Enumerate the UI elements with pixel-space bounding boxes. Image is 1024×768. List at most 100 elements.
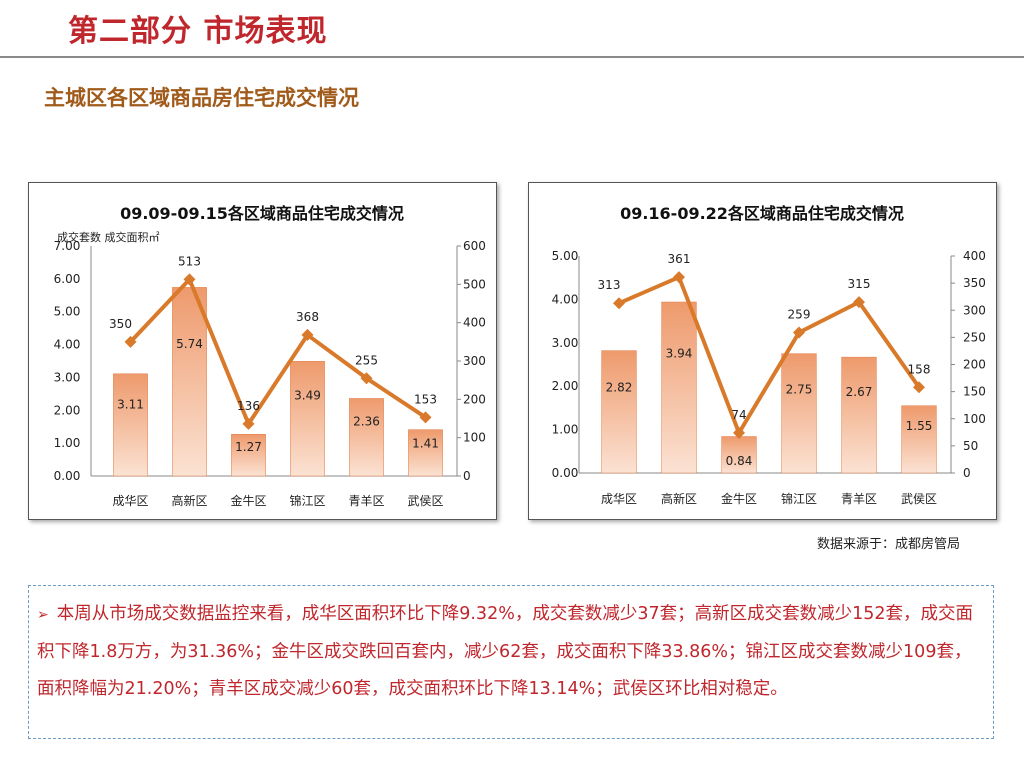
left-axis-tick-label: 2.00 <box>54 403 81 417</box>
right-axis-tick-label: 0 <box>963 466 971 480</box>
bar-value-label: 1.41 <box>412 437 439 451</box>
left-axis-tick-label: 3.00 <box>552 336 579 350</box>
bar-value-label: 5.74 <box>176 337 203 351</box>
category-label: 武侯区 <box>407 494 443 508</box>
bar-青羊区 <box>349 398 384 477</box>
line-point-成华区 <box>613 297 625 310</box>
bar-value-label: 0.84 <box>726 454 753 468</box>
line-value-label: 136 <box>237 399 260 413</box>
chart-panel-week-1: 09.09-09.15各区域商品住宅成交情况 成交套数 成交面积㎡ 7.00 6.00… <box>28 182 497 520</box>
bar-value-label: 3.94 <box>666 346 693 360</box>
left-axis-tick-label: 5.00 <box>552 249 579 263</box>
right-axis-tick-label: 400 <box>963 249 986 263</box>
bar-武侯区 <box>408 429 443 477</box>
line-point-锦江区 <box>301 328 314 341</box>
category-label: 金牛区 <box>721 491 757 506</box>
bar-value-label: 1.55 <box>906 419 933 433</box>
category-label: 成华区 <box>601 492 637 506</box>
line-value-label: 315 <box>848 277 871 291</box>
right-axis-tick-label: 600 <box>463 239 486 253</box>
category-label: 金牛区 <box>230 493 266 508</box>
line-series <box>618 275 921 435</box>
chart-title: 09.16-09.22各区域商品住宅成交情况 <box>620 204 904 223</box>
left-axis-tick-label: 3.00 <box>54 370 81 384</box>
line-value-label: 158 <box>908 362 931 376</box>
line-point-金牛区 <box>733 426 745 439</box>
left-axis-tick-label: 4.00 <box>54 338 81 352</box>
data-source-note: 数据来源于：成都房管局 <box>817 537 961 552</box>
summary-paragraph: ➢ 本周从市场成交数据监控来看，成华区面积环比下降9.32%，成交套数减少37套；… <box>37 596 985 708</box>
section-subtitle: 主城区各区域商品房住宅成交情况 <box>44 86 359 110</box>
header-divider <box>0 56 1024 58</box>
line-value-label: 313 <box>598 278 621 292</box>
bar-value-label: 3.49 <box>294 389 321 403</box>
line-value-label: 153 <box>414 392 437 406</box>
bar-金牛区 <box>231 434 266 477</box>
line-value-label: 513 <box>178 254 201 268</box>
right-axis-tick-label: 100 <box>963 412 986 426</box>
left-axis-tick-label: 5.00 <box>54 305 81 319</box>
left-axis-tick-label: 0.00 <box>54 469 81 483</box>
bar-value-label: 2.36 <box>353 415 380 429</box>
left-axis-tick-label: 1.00 <box>54 436 81 450</box>
summary-text: 本周从市场成交数据监控来看，成华区面积环比下降9.32%，成交套数减少37套；高… <box>37 604 973 699</box>
line-point-高新区 <box>183 273 196 286</box>
chart-title: 09.09-09.15各区域商品住宅成交情况 <box>120 204 404 223</box>
category-label: 青羊区 <box>841 491 877 506</box>
bar-value-label: 2.82 <box>606 380 633 394</box>
bar-青羊区 <box>841 356 877 474</box>
bar-锦江区 <box>290 361 325 477</box>
chart-panel-week-2: 09.16-09.22各区域商品住宅成交情况 5.00 4.00 3.00 2.00 1.… <box>528 182 997 520</box>
category-label: 武侯区 <box>901 492 937 506</box>
line-value-label: 74 <box>731 408 746 422</box>
right-axis-tick-label: 100 <box>463 431 486 445</box>
left-axis-tick-label: 7.00 <box>54 239 81 253</box>
category-label: 锦江区 <box>289 494 325 508</box>
category-label: 高新区 <box>171 493 207 508</box>
line-point-武侯区 <box>419 411 432 424</box>
line-point-成华区 <box>124 335 137 348</box>
right-axis-tick-label: 250 <box>963 330 986 344</box>
left-axis-tick-label: 1.00 <box>552 423 579 437</box>
bar-成华区 <box>601 350 637 474</box>
page-title: 第二部分 市场表现 <box>68 14 328 49</box>
bar-高新区 <box>661 301 697 474</box>
line-point-青羊区 <box>853 296 865 309</box>
line-point-高新区 <box>673 271 685 284</box>
right-axis-tick-label: 300 <box>463 354 486 368</box>
category-label: 高新区 <box>661 491 697 506</box>
line-value-label: 368 <box>296 310 319 324</box>
bar-锦江区 <box>781 353 817 474</box>
bar-value-label: 2.75 <box>786 382 813 396</box>
line-series <box>129 277 427 426</box>
bar-value-label: 3.11 <box>117 397 144 411</box>
bar-武侯区 <box>901 405 937 474</box>
right-axis-tick-label: 50 <box>963 439 978 453</box>
bar-value-label: 1.27 <box>235 440 262 454</box>
right-axis-tick-label: 500 <box>463 277 486 291</box>
left-axis-tick-label: 0.00 <box>552 466 579 480</box>
line-point-武侯区 <box>913 381 925 394</box>
category-label: 成华区 <box>112 494 148 508</box>
right-axis-tick-label: 300 <box>963 303 986 317</box>
left-axis-tick-label: 6.00 <box>54 272 81 286</box>
line-value-label: 255 <box>355 353 378 367</box>
category-label: 青羊区 <box>348 493 384 508</box>
category-label: 锦江区 <box>781 492 817 506</box>
left-axis-tick-label: 2.00 <box>552 379 579 393</box>
line-value-label: 259 <box>788 307 811 321</box>
summary-box: ➢ 本周从市场成交数据监控来看，成华区面积环比下降9.32%，成交套数减少37套；… <box>28 585 994 739</box>
right-axis-tick-label: 150 <box>963 385 986 399</box>
line-value-label: 361 <box>668 252 691 266</box>
bar-金牛区 <box>721 436 757 474</box>
bullet-arrow-icon: ➢ <box>37 607 49 623</box>
right-axis-tick-label: 400 <box>463 316 486 330</box>
line-point-金牛区 <box>242 417 255 430</box>
line-point-青羊区 <box>360 372 373 385</box>
line-value-label: 350 <box>109 317 132 331</box>
bar-高新区 <box>172 287 207 477</box>
left-axis-tick-label: 4.00 <box>552 292 579 306</box>
bar-成华区 <box>113 373 148 477</box>
bar-value-label: 2.67 <box>846 385 873 399</box>
